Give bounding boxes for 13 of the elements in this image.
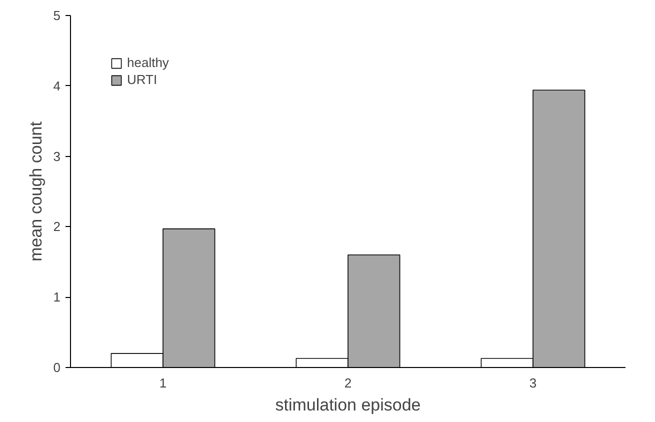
y-tick-label: 5 xyxy=(53,8,61,23)
x-tick-label: 2 xyxy=(344,376,352,390)
y-tick-label: 2 xyxy=(53,219,61,234)
y-tick-label: 3 xyxy=(53,148,61,164)
x-tick-label: 3 xyxy=(529,376,537,390)
x-tick-label: 1 xyxy=(159,376,167,390)
legend-label: healthy xyxy=(127,55,169,70)
y-axis-title: mean cough count xyxy=(26,121,46,262)
y-tick-label: 4 xyxy=(53,78,61,94)
y-tick-label: 1 xyxy=(53,290,61,305)
y-tick-label: 0 xyxy=(53,360,61,375)
legend-label: URTI xyxy=(127,72,158,87)
x-axis-title: stimulation episode xyxy=(275,396,421,414)
